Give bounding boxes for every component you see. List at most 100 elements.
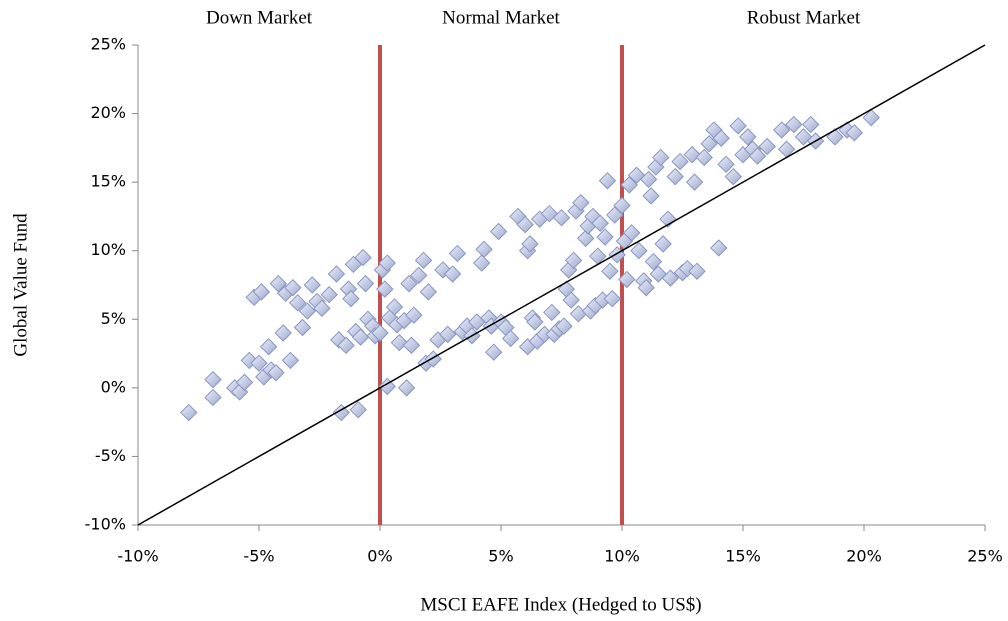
- data-point: [712, 129, 730, 147]
- data-point: [526, 313, 544, 331]
- data-point: [572, 194, 590, 212]
- data-point: [683, 146, 701, 164]
- data-point: [204, 388, 222, 407]
- data-point: [661, 269, 680, 287]
- data-point: [327, 265, 346, 283]
- x-axis-title: MSCI EAFE Index (Hedged to US$): [420, 594, 701, 615]
- data-point: [521, 235, 539, 253]
- data-point: [688, 262, 706, 280]
- data-point: [758, 137, 776, 156]
- x-tick-label: 0%: [367, 547, 392, 566]
- data-point: [501, 329, 520, 348]
- data-point: [671, 152, 689, 171]
- data-point: [637, 279, 655, 297]
- data-point: [596, 228, 614, 246]
- y-tick-label: -10%: [85, 515, 126, 534]
- x-tick-label: 25%: [967, 547, 1003, 566]
- data-point: [620, 176, 638, 194]
- y-tick-label: -5%: [95, 446, 126, 465]
- data-point: [284, 279, 302, 297]
- data-point: [652, 148, 670, 167]
- data-point: [613, 196, 631, 215]
- data-point: [269, 274, 288, 293]
- data-point: [543, 303, 561, 322]
- data-point: [802, 115, 820, 134]
- y-tick-label: 20%: [90, 103, 126, 122]
- y-tick-label: 10%: [90, 240, 126, 259]
- data-point: [862, 108, 880, 127]
- y-tick-label: 15%: [90, 172, 126, 191]
- x-tick-label: 10%: [604, 547, 640, 566]
- data-point: [562, 291, 580, 309]
- data-point: [644, 252, 663, 271]
- data-point: [724, 167, 743, 186]
- y-tick-label: 0%: [101, 377, 126, 396]
- data-point: [439, 325, 457, 344]
- data-point: [622, 224, 641, 242]
- data-point: [591, 214, 609, 232]
- data-point: [516, 215, 534, 234]
- data-point: [320, 285, 338, 304]
- data-point: [250, 354, 268, 372]
- data-point: [402, 336, 421, 355]
- data-point: [293, 318, 312, 337]
- data-point: [419, 283, 438, 301]
- data-point: [785, 115, 803, 134]
- data-point: [489, 222, 508, 241]
- data-point: [410, 266, 428, 285]
- region-label: Robust Market: [747, 7, 861, 28]
- data-point: [564, 251, 583, 270]
- region-label: Down Market: [206, 7, 313, 28]
- data-point: [376, 280, 394, 298]
- data-point: [354, 248, 372, 267]
- data-point: [552, 209, 571, 227]
- data-point: [274, 324, 292, 342]
- data-point: [739, 128, 757, 146]
- data-point: [351, 328, 370, 346]
- data-point: [695, 148, 713, 167]
- x-tick-label: 20%: [846, 547, 882, 566]
- reference-line: [137, 44, 986, 526]
- data-point: [475, 240, 493, 259]
- data-point: [748, 147, 767, 165]
- data-point: [717, 155, 735, 174]
- data-point: [773, 121, 791, 139]
- data-point: [298, 302, 317, 320]
- data-point: [710, 239, 728, 257]
- data-point: [642, 187, 660, 205]
- data-point: [603, 290, 622, 308]
- data-point: [267, 364, 285, 382]
- data-point: [378, 377, 396, 396]
- data-point: [448, 244, 467, 263]
- x-tick-label: -5%: [243, 547, 274, 566]
- data-point: [180, 403, 198, 422]
- data-point: [385, 298, 404, 316]
- data-point: [576, 229, 595, 248]
- data-point: [390, 333, 409, 352]
- data-point: [235, 373, 254, 392]
- data-point: [685, 173, 704, 191]
- data-point: [654, 235, 672, 253]
- data-point: [729, 117, 747, 135]
- data-point: [601, 262, 619, 280]
- data-point: [639, 170, 658, 189]
- data-point: [400, 274, 418, 293]
- data-point: [204, 370, 222, 389]
- data-point: [630, 242, 648, 260]
- data-point: [405, 306, 423, 324]
- data-point: [289, 294, 307, 312]
- data-point: [485, 343, 503, 361]
- data-point: [472, 254, 491, 272]
- data-point: [598, 172, 617, 190]
- data-point: [281, 351, 300, 370]
- x-tick-label: 5%: [488, 547, 513, 566]
- data-point: [313, 299, 331, 318]
- data-point: [332, 403, 350, 422]
- y-tick-label: 25%: [90, 35, 126, 54]
- y-axis-title: Global Value Fund: [10, 213, 31, 357]
- data-point: [700, 135, 718, 153]
- data-point: [569, 305, 588, 323]
- data-point: [252, 283, 271, 301]
- region-label: Normal Market: [442, 7, 560, 28]
